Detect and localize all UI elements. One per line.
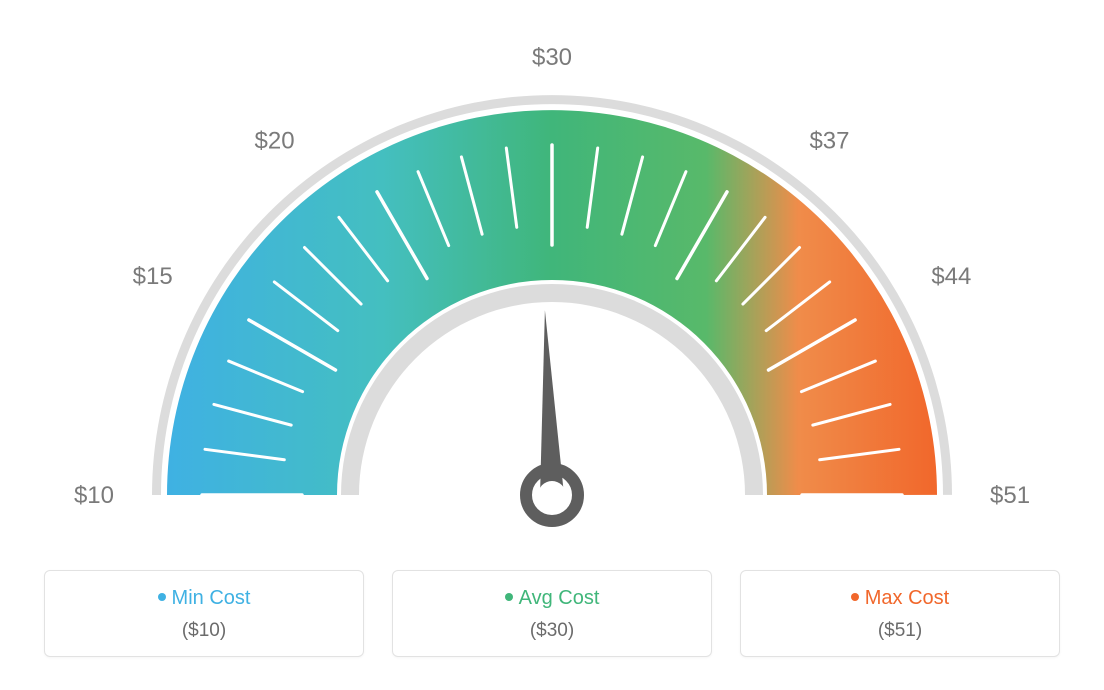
- legend-avg-dot: [505, 593, 513, 601]
- legend-row: Min Cost ($10) Avg Cost ($30) Max Cost (…: [0, 570, 1104, 657]
- legend-min-dot: [158, 593, 166, 601]
- gauge-tick-label: $10: [74, 482, 114, 509]
- legend-card-max: Max Cost ($51): [740, 570, 1060, 657]
- gauge-tick-label: $20: [255, 128, 295, 155]
- legend-max-dot: [851, 593, 859, 601]
- gauge-tick-label: $51: [990, 482, 1030, 509]
- gauge-tick-label: $15: [133, 263, 173, 290]
- legend-avg-label: Avg Cost: [519, 587, 600, 609]
- legend-avg-title: Avg Cost: [403, 587, 701, 610]
- legend-min-label: Min Cost: [172, 587, 251, 609]
- gauge-chart: $10 $15 $20 $30 $37 $44 $51: [0, 0, 1104, 560]
- legend-card-min: Min Cost ($10): [44, 570, 364, 657]
- legend-max-value: ($51): [751, 620, 1049, 642]
- legend-min-title: Min Cost: [55, 587, 353, 610]
- legend-card-avg: Avg Cost ($30): [392, 570, 712, 657]
- gauge-tick-label: $44: [931, 263, 971, 290]
- legend-min-value: ($10): [55, 620, 353, 642]
- gauge-tick-label: $30: [532, 44, 572, 71]
- gauge-tick-label: $37: [809, 128, 849, 155]
- legend-max-title: Max Cost: [751, 587, 1049, 610]
- gauge-needle-hub-inner: [538, 481, 566, 509]
- gauge-svg: $10 $15 $20 $30 $37 $44 $51: [0, 0, 1104, 560]
- legend-avg-value: ($30): [403, 620, 701, 642]
- legend-max-label: Max Cost: [865, 587, 949, 609]
